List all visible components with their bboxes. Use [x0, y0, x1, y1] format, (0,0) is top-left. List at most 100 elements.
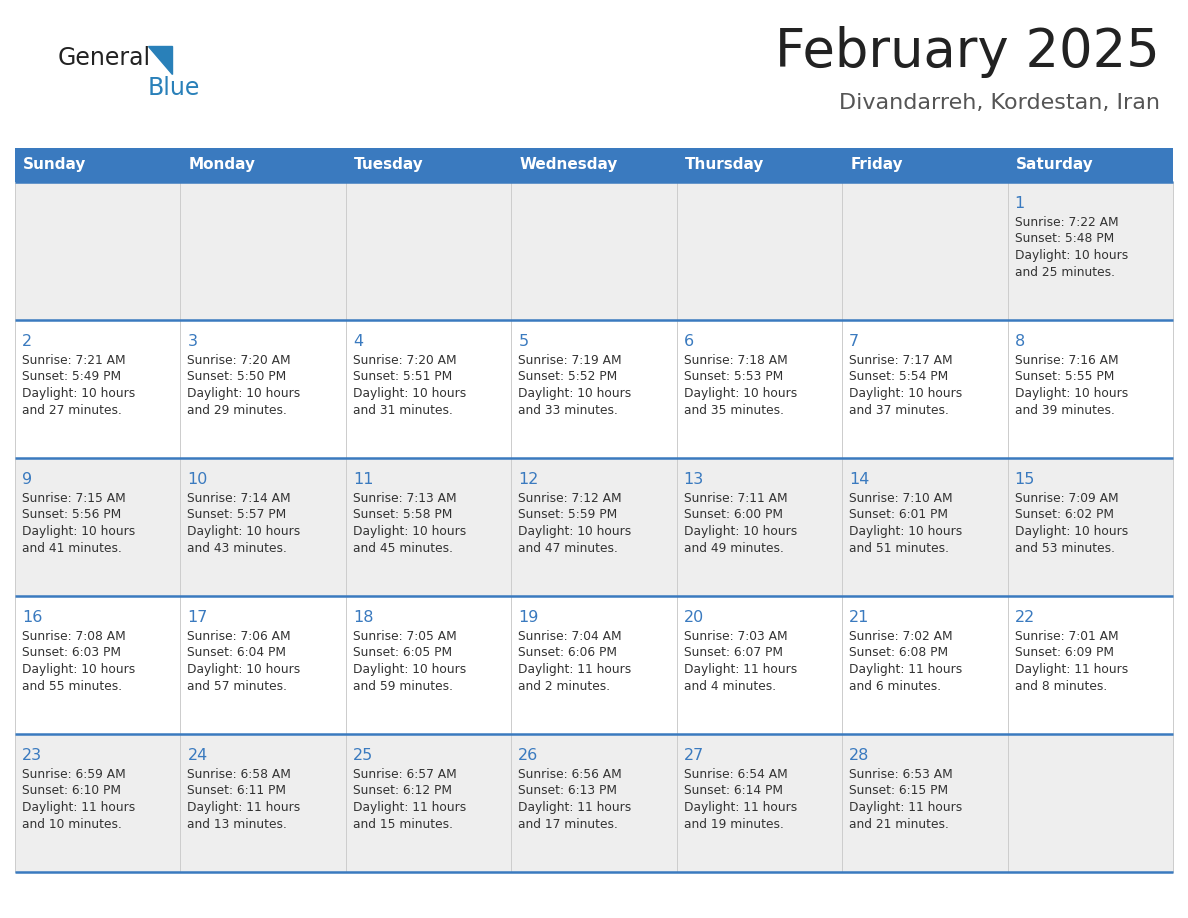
- Text: Daylight: 11 hours: Daylight: 11 hours: [849, 663, 962, 676]
- Text: and 47 minutes.: and 47 minutes.: [518, 542, 618, 554]
- Text: Sunset: 5:51 PM: Sunset: 5:51 PM: [353, 371, 453, 384]
- Text: Daylight: 10 hours: Daylight: 10 hours: [684, 525, 797, 538]
- Text: Sunrise: 6:59 AM: Sunrise: 6:59 AM: [23, 768, 126, 781]
- Text: Sunset: 6:15 PM: Sunset: 6:15 PM: [849, 785, 948, 798]
- Text: Daylight: 10 hours: Daylight: 10 hours: [23, 663, 135, 676]
- Text: and 57 minutes.: and 57 minutes.: [188, 679, 287, 692]
- Text: Sunset: 6:13 PM: Sunset: 6:13 PM: [518, 785, 618, 798]
- Text: 28: 28: [849, 748, 870, 763]
- Text: and 39 minutes.: and 39 minutes.: [1015, 404, 1114, 417]
- Text: 3: 3: [188, 334, 197, 349]
- Text: 9: 9: [23, 472, 32, 487]
- Text: February 2025: February 2025: [776, 26, 1159, 78]
- Text: and 49 minutes.: and 49 minutes.: [684, 542, 784, 554]
- Text: and 8 minutes.: and 8 minutes.: [1015, 679, 1107, 692]
- Text: and 19 minutes.: and 19 minutes.: [684, 818, 784, 831]
- Text: and 51 minutes.: and 51 minutes.: [849, 542, 949, 554]
- Text: and 59 minutes.: and 59 minutes.: [353, 679, 453, 692]
- Text: and 10 minutes.: and 10 minutes.: [23, 818, 122, 831]
- Text: 10: 10: [188, 472, 208, 487]
- Text: and 37 minutes.: and 37 minutes.: [849, 404, 949, 417]
- Text: Sunset: 6:05 PM: Sunset: 6:05 PM: [353, 646, 451, 659]
- Text: Sunset: 6:07 PM: Sunset: 6:07 PM: [684, 646, 783, 659]
- Text: Sunrise: 7:22 AM: Sunrise: 7:22 AM: [1015, 216, 1118, 229]
- Text: 1: 1: [1015, 196, 1025, 211]
- Text: Sunset: 6:03 PM: Sunset: 6:03 PM: [23, 646, 121, 659]
- Text: Sunrise: 7:06 AM: Sunrise: 7:06 AM: [188, 630, 291, 643]
- Text: 24: 24: [188, 748, 208, 763]
- Text: Divandarreh, Kordestan, Iran: Divandarreh, Kordestan, Iran: [839, 93, 1159, 113]
- Text: Sunset: 5:56 PM: Sunset: 5:56 PM: [23, 509, 121, 521]
- Text: Sunrise: 7:17 AM: Sunrise: 7:17 AM: [849, 354, 953, 367]
- Text: Sunrise: 7:04 AM: Sunrise: 7:04 AM: [518, 630, 621, 643]
- Polygon shape: [148, 46, 172, 74]
- Text: Sunset: 5:57 PM: Sunset: 5:57 PM: [188, 509, 286, 521]
- Text: Blue: Blue: [148, 76, 201, 100]
- Text: and 29 minutes.: and 29 minutes.: [188, 404, 287, 417]
- Text: and 45 minutes.: and 45 minutes.: [353, 542, 453, 554]
- Text: Daylight: 10 hours: Daylight: 10 hours: [23, 387, 135, 400]
- Text: Sunrise: 7:09 AM: Sunrise: 7:09 AM: [1015, 492, 1118, 505]
- Text: Sunset: 6:01 PM: Sunset: 6:01 PM: [849, 509, 948, 521]
- Text: Sunset: 6:09 PM: Sunset: 6:09 PM: [1015, 646, 1113, 659]
- Text: Sunset: 5:54 PM: Sunset: 5:54 PM: [849, 371, 948, 384]
- Text: Sunset: 6:11 PM: Sunset: 6:11 PM: [188, 785, 286, 798]
- Text: 11: 11: [353, 472, 373, 487]
- Text: Sunrise: 7:18 AM: Sunrise: 7:18 AM: [684, 354, 788, 367]
- Text: Monday: Monday: [189, 158, 255, 173]
- Text: Daylight: 10 hours: Daylight: 10 hours: [518, 387, 632, 400]
- Text: 4: 4: [353, 334, 364, 349]
- Text: Thursday: Thursday: [684, 158, 764, 173]
- Text: Sunrise: 7:12 AM: Sunrise: 7:12 AM: [518, 492, 621, 505]
- Text: Sunset: 5:59 PM: Sunset: 5:59 PM: [518, 509, 618, 521]
- Text: 13: 13: [684, 472, 704, 487]
- Text: 12: 12: [518, 472, 538, 487]
- Text: 26: 26: [518, 748, 538, 763]
- Text: and 25 minutes.: and 25 minutes.: [1015, 265, 1114, 278]
- Text: General: General: [58, 46, 151, 70]
- Text: and 43 minutes.: and 43 minutes.: [188, 542, 287, 554]
- Text: Sunrise: 7:14 AM: Sunrise: 7:14 AM: [188, 492, 291, 505]
- Text: and 21 minutes.: and 21 minutes.: [849, 818, 949, 831]
- Text: 22: 22: [1015, 610, 1035, 625]
- Text: Daylight: 10 hours: Daylight: 10 hours: [849, 387, 962, 400]
- Text: Daylight: 10 hours: Daylight: 10 hours: [23, 525, 135, 538]
- Text: Sunset: 6:02 PM: Sunset: 6:02 PM: [1015, 509, 1113, 521]
- Text: Daylight: 10 hours: Daylight: 10 hours: [684, 387, 797, 400]
- Text: Sunrise: 7:03 AM: Sunrise: 7:03 AM: [684, 630, 788, 643]
- Text: 7: 7: [849, 334, 859, 349]
- Text: Sunset: 5:52 PM: Sunset: 5:52 PM: [518, 371, 618, 384]
- Text: Sunrise: 7:20 AM: Sunrise: 7:20 AM: [188, 354, 291, 367]
- Text: Daylight: 10 hours: Daylight: 10 hours: [188, 387, 301, 400]
- Text: Sunrise: 7:02 AM: Sunrise: 7:02 AM: [849, 630, 953, 643]
- Text: Daylight: 11 hours: Daylight: 11 hours: [23, 801, 135, 814]
- Text: Sunrise: 7:20 AM: Sunrise: 7:20 AM: [353, 354, 456, 367]
- Text: Sunset: 6:10 PM: Sunset: 6:10 PM: [23, 785, 121, 798]
- Text: Tuesday: Tuesday: [354, 158, 424, 173]
- Text: and 53 minutes.: and 53 minutes.: [1015, 542, 1114, 554]
- Text: 20: 20: [684, 610, 704, 625]
- Text: 5: 5: [518, 334, 529, 349]
- Text: and 33 minutes.: and 33 minutes.: [518, 404, 618, 417]
- Text: Daylight: 10 hours: Daylight: 10 hours: [849, 525, 962, 538]
- Text: Daylight: 10 hours: Daylight: 10 hours: [353, 387, 466, 400]
- Text: Sunrise: 7:16 AM: Sunrise: 7:16 AM: [1015, 354, 1118, 367]
- Text: and 4 minutes.: and 4 minutes.: [684, 679, 776, 692]
- Text: 23: 23: [23, 748, 42, 763]
- Text: Friday: Friday: [851, 158, 903, 173]
- Text: Sunrise: 7:21 AM: Sunrise: 7:21 AM: [23, 354, 126, 367]
- Text: Sunset: 5:55 PM: Sunset: 5:55 PM: [1015, 371, 1114, 384]
- Text: 2: 2: [23, 334, 32, 349]
- Text: Sunset: 6:08 PM: Sunset: 6:08 PM: [849, 646, 948, 659]
- Text: Sunrise: 6:58 AM: Sunrise: 6:58 AM: [188, 768, 291, 781]
- Text: Sunset: 5:48 PM: Sunset: 5:48 PM: [1015, 232, 1114, 245]
- Text: Daylight: 11 hours: Daylight: 11 hours: [353, 801, 466, 814]
- Text: 15: 15: [1015, 472, 1035, 487]
- Bar: [15, 596, 1173, 734]
- Text: Daylight: 10 hours: Daylight: 10 hours: [188, 525, 301, 538]
- Text: 21: 21: [849, 610, 870, 625]
- Text: Daylight: 11 hours: Daylight: 11 hours: [518, 801, 632, 814]
- Bar: [15, 148, 1173, 182]
- Text: Daylight: 10 hours: Daylight: 10 hours: [1015, 525, 1127, 538]
- Text: Sunrise: 6:56 AM: Sunrise: 6:56 AM: [518, 768, 623, 781]
